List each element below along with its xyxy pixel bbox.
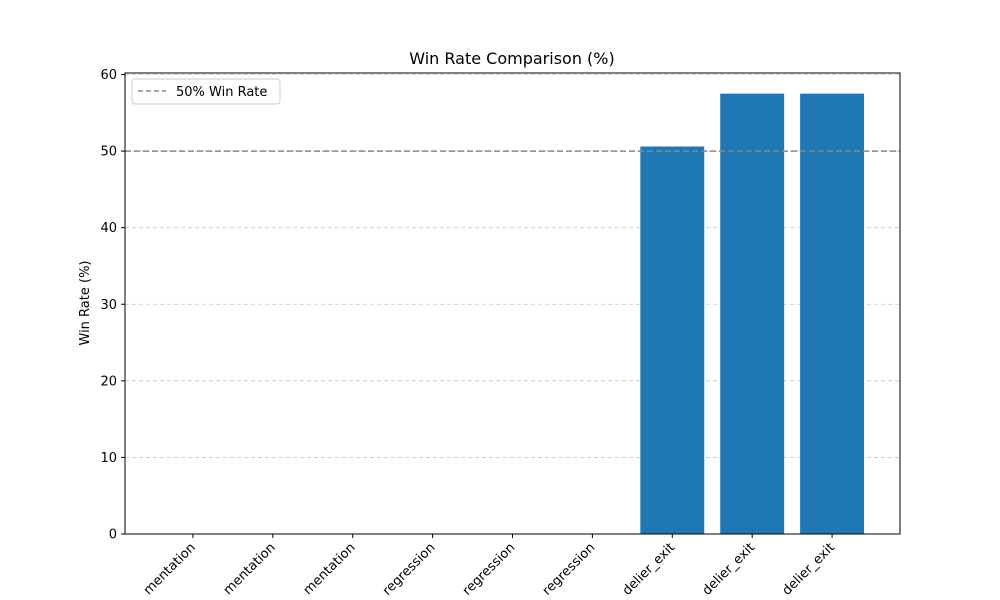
legend: 50% Win Rate xyxy=(131,78,281,105)
x-tick-label-0: mentation xyxy=(141,540,199,598)
x-tick-label-5: regression xyxy=(540,540,598,598)
x-tick-label-6: delier_exit xyxy=(620,540,678,598)
x-tick-label-7: delier_exit xyxy=(700,540,758,598)
y-tick-label-3: 30 xyxy=(100,298,117,313)
bar-8 xyxy=(800,93,865,534)
x-tick-label-1: mentation xyxy=(221,540,279,598)
x-axis-ticks: mentation mentation mentation regression reg… xyxy=(141,534,838,599)
y-tick-label-1: 10 xyxy=(100,451,117,466)
y-tick-label-5: 50 xyxy=(100,145,117,160)
y-tick-label-2: 20 xyxy=(100,374,117,389)
y-tick-label-6: 60 xyxy=(100,68,117,83)
y-tick-label-4: 40 xyxy=(100,221,117,236)
legend-label: 50% Win Rate xyxy=(176,85,267,100)
x-tick-label-8: delier_exit xyxy=(780,540,838,598)
chart-title: Win Rate Comparison (%) xyxy=(409,49,614,68)
y-axis-label: Win Rate (%) xyxy=(78,261,93,346)
legend-box xyxy=(131,78,281,105)
bar-6 xyxy=(640,146,705,534)
y-tick-label-0: 0 xyxy=(109,528,117,543)
x-tick-label-4: regression xyxy=(460,540,518,598)
x-tick-label-2: mentation xyxy=(301,540,359,598)
bar-7 xyxy=(720,93,785,534)
x-tick-label-3: regression xyxy=(380,540,438,598)
bars xyxy=(640,93,865,534)
y-axis-ticks: 0 10 20 30 40 50 60 xyxy=(100,68,125,543)
